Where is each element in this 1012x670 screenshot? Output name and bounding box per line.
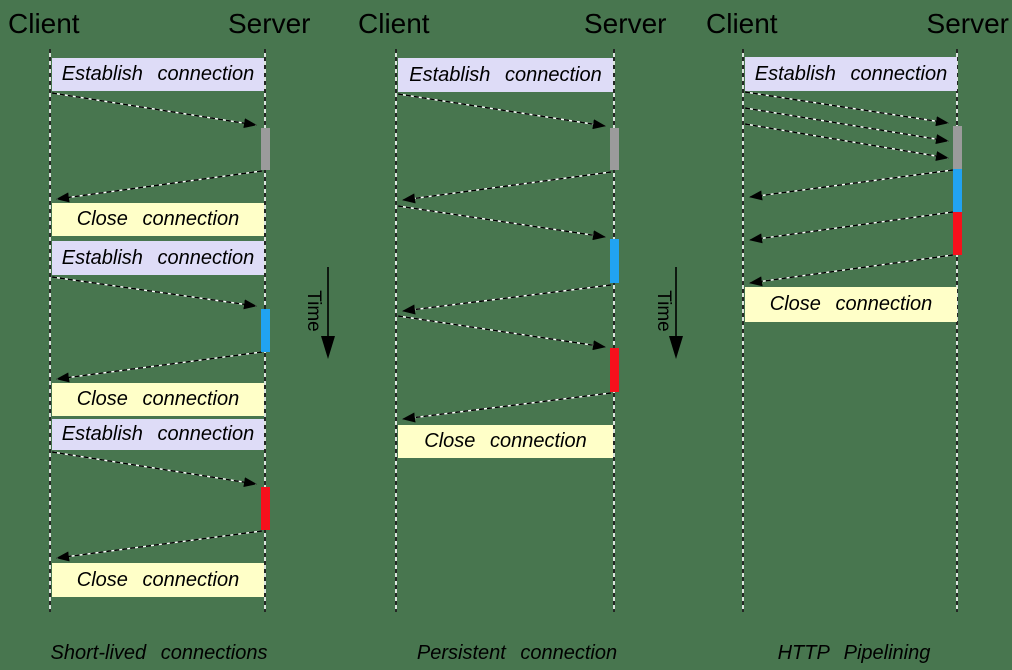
establish-connection-box: Establish connection (745, 57, 957, 91)
establish-connection-box: Establish connection (52, 419, 264, 450)
establish-connection-box: Establish connection (398, 58, 613, 92)
client-header: Client (358, 8, 430, 39)
response-arrow (749, 254, 954, 287)
response-arrow (402, 284, 612, 315)
client-header: Client (8, 8, 80, 39)
close-connection-box: Close connection (52, 383, 264, 416)
processing-bar-blue (610, 239, 619, 283)
response-arrow (402, 392, 612, 423)
establish-connection-box: Establish connection (52, 58, 264, 91)
response-arrow (402, 171, 612, 204)
panel-caption-short-lived: Short-lived connections (50, 642, 268, 664)
processing-bar-gray (261, 128, 270, 170)
processing-bar-red (953, 212, 962, 255)
request-arrow (744, 123, 949, 161)
request-arrow (51, 92, 257, 129)
request-arrow (744, 91, 949, 127)
server-header: Server (228, 8, 311, 39)
request-arrow (397, 205, 606, 241)
time-arrow (669, 267, 683, 359)
server-header: Server (926, 8, 1009, 39)
processing-bar-blue (261, 309, 270, 352)
processing-bar-red (261, 487, 270, 530)
close-connection-box: Close connection (745, 287, 957, 322)
time-label: Time (653, 290, 674, 332)
response-arrow (56, 170, 263, 203)
close-connection-box: Close connection (398, 425, 613, 458)
client-header: Client (706, 8, 778, 39)
processing-bar-blue (953, 169, 962, 212)
processing-bar-red (610, 348, 619, 392)
server-header: Server (584, 8, 667, 39)
response-arrow (749, 211, 954, 244)
close-connection-box: Close connection (52, 203, 264, 236)
request-arrow (51, 276, 257, 310)
processing-bar-gray (610, 128, 619, 170)
time-arrow (321, 267, 335, 359)
time-label: Time (303, 290, 324, 332)
panel-caption-persistent: Persistent connection (416, 642, 618, 664)
response-arrow (56, 351, 263, 383)
close-connection-box: Close connection (52, 563, 264, 597)
response-arrow (749, 169, 954, 201)
request-arrow (397, 315, 606, 351)
request-arrow (744, 107, 949, 145)
panel-caption-pipelining: HTTP Pipelining (777, 642, 931, 664)
establish-connection-box: Establish connection (52, 241, 264, 275)
request-arrow (397, 93, 606, 130)
request-arrow (51, 451, 257, 488)
processing-bar-gray (953, 126, 962, 169)
response-arrow (56, 530, 263, 562)
